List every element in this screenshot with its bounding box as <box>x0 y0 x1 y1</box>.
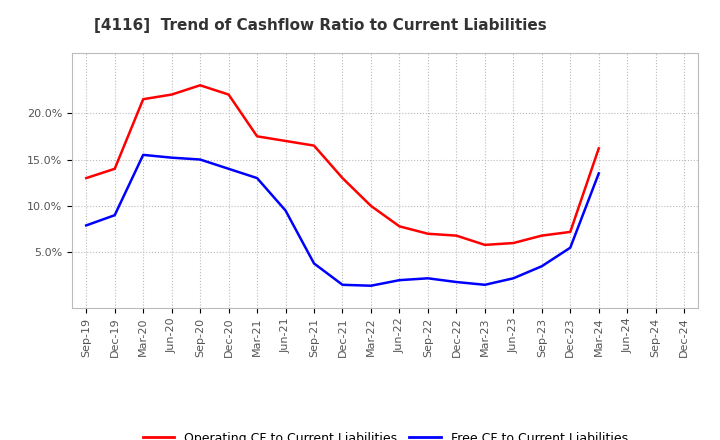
Free CF to Current Liabilities <box>167 155 176 160</box>
Free CF to Current Liabilities <box>509 276 518 281</box>
Operating CF to Current Liabilities <box>338 176 347 181</box>
Free CF to Current Liabilities <box>282 208 290 213</box>
Operating CF to Current Liabilities <box>423 231 432 236</box>
Operating CF to Current Liabilities <box>253 134 261 139</box>
Free CF to Current Liabilities <box>366 283 375 288</box>
Free CF to Current Liabilities <box>225 166 233 172</box>
Operating CF to Current Liabilities <box>566 229 575 235</box>
Free CF to Current Liabilities <box>310 261 318 266</box>
Line: Operating CF to Current Liabilities: Operating CF to Current Liabilities <box>86 85 599 245</box>
Operating CF to Current Liabilities <box>310 143 318 148</box>
Operating CF to Current Liabilities <box>82 176 91 181</box>
Operating CF to Current Liabilities <box>509 240 518 246</box>
Free CF to Current Liabilities <box>537 264 546 269</box>
Free CF to Current Liabilities <box>139 152 148 158</box>
Operating CF to Current Liabilities <box>282 138 290 143</box>
Operating CF to Current Liabilities <box>196 83 204 88</box>
Operating CF to Current Liabilities <box>225 92 233 97</box>
Free CF to Current Liabilities <box>395 278 404 283</box>
Operating CF to Current Liabilities <box>139 96 148 102</box>
Line: Free CF to Current Liabilities: Free CF to Current Liabilities <box>86 155 599 286</box>
Free CF to Current Liabilities <box>82 223 91 228</box>
Operating CF to Current Liabilities <box>595 146 603 151</box>
Operating CF to Current Liabilities <box>480 242 489 248</box>
Free CF to Current Liabilities <box>338 282 347 287</box>
Free CF to Current Liabilities <box>110 213 119 218</box>
Operating CF to Current Liabilities <box>452 233 461 238</box>
Free CF to Current Liabilities <box>196 157 204 162</box>
Operating CF to Current Liabilities <box>395 224 404 229</box>
Free CF to Current Liabilities <box>480 282 489 287</box>
Free CF to Current Liabilities <box>423 276 432 281</box>
Operating CF to Current Liabilities <box>537 233 546 238</box>
Free CF to Current Liabilities <box>253 176 261 181</box>
Free CF to Current Liabilities <box>566 245 575 250</box>
Operating CF to Current Liabilities <box>110 166 119 172</box>
Text: [4116]  Trend of Cashflow Ratio to Current Liabilities: [4116] Trend of Cashflow Ratio to Curren… <box>94 18 546 33</box>
Free CF to Current Liabilities <box>452 279 461 285</box>
Operating CF to Current Liabilities <box>167 92 176 97</box>
Operating CF to Current Liabilities <box>366 203 375 209</box>
Free CF to Current Liabilities <box>595 171 603 176</box>
Legend: Operating CF to Current Liabilities, Free CF to Current Liabilities: Operating CF to Current Liabilities, Fre… <box>138 427 633 440</box>
